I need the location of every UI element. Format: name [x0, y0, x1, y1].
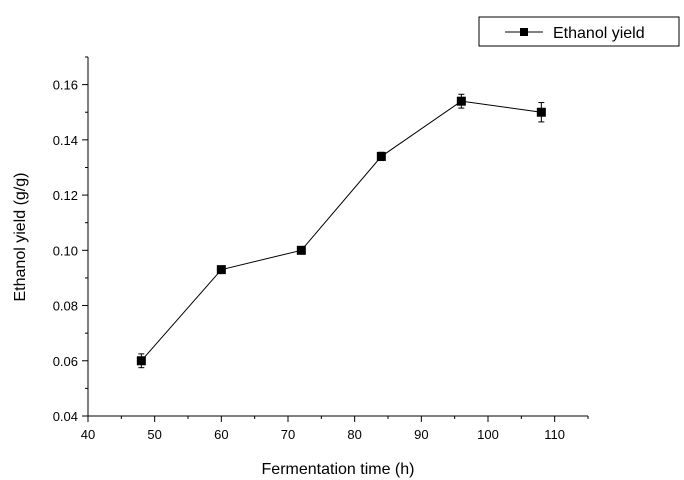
y-tick-label: 0.12 [53, 188, 78, 203]
y-tick-label: 0.04 [53, 409, 78, 424]
x-tick-label: 90 [414, 427, 428, 442]
x-axis-title: Fermentation time (h) [262, 461, 415, 478]
data-point [456, 96, 466, 106]
x-tick-label: 60 [214, 427, 228, 442]
legend-label: Ethanol yield [553, 25, 645, 42]
x-tick-label: 70 [281, 427, 295, 442]
data-point [296, 245, 306, 255]
legend-marker-sample [520, 28, 528, 36]
ticks: 40 50 60 70 80 90 100 110 0.04 0.06 0.08 0.10 0.12 0.… [53, 56, 589, 442]
y-tick-label: 0.10 [53, 243, 78, 258]
data-point [376, 151, 386, 161]
x-tick-label: 40 [81, 427, 95, 442]
axes [87, 57, 588, 417]
data-point [136, 356, 146, 366]
x-tick-label: 80 [347, 427, 361, 442]
y-tick-label: 0.14 [53, 133, 78, 148]
data-point [536, 107, 546, 117]
y-axis-title: Ethanol yield (g/g) [12, 173, 29, 302]
legend: Ethanol yield [478, 16, 680, 47]
y-tick-label: 0.16 [53, 78, 78, 93]
y-tick-label: 0.06 [53, 354, 78, 369]
series [136, 93, 546, 369]
y-tick-label: 0.08 [53, 299, 78, 314]
x-tick-label: 100 [477, 427, 499, 442]
data-point [216, 265, 226, 275]
x-tick-label: 110 [544, 427, 565, 442]
x-tick-label: 50 [147, 427, 161, 442]
series-line [140, 100, 542, 362]
